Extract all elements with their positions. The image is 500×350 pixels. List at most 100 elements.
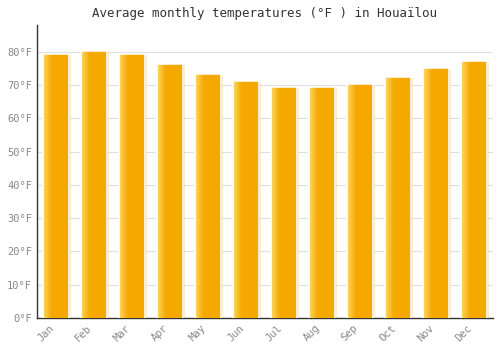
Bar	[369, 85, 370, 318]
Bar	[355, 85, 356, 318]
Bar	[278, 89, 279, 318]
Bar	[208, 75, 209, 318]
Bar	[58, 55, 59, 318]
Bar	[428, 69, 429, 318]
Bar	[196, 75, 197, 318]
Bar	[387, 78, 388, 318]
Bar	[44, 55, 45, 318]
Bar	[101, 52, 102, 318]
Bar	[199, 75, 200, 318]
Bar	[233, 82, 234, 318]
Bar	[139, 55, 140, 318]
Bar	[122, 55, 123, 318]
Bar	[431, 69, 432, 318]
Bar	[251, 82, 252, 318]
Bar	[238, 82, 239, 318]
Bar	[92, 52, 93, 318]
Bar	[66, 55, 67, 318]
Bar	[326, 89, 327, 318]
Bar	[48, 55, 50, 318]
Bar	[212, 75, 213, 318]
Bar	[285, 89, 286, 318]
Bar	[287, 89, 288, 318]
Bar	[272, 89, 273, 318]
Bar	[470, 62, 471, 318]
Bar	[131, 55, 132, 318]
Bar	[316, 89, 317, 318]
Bar	[393, 78, 394, 318]
Bar	[54, 55, 55, 318]
Bar	[271, 89, 272, 318]
Bar	[103, 52, 104, 318]
Bar	[389, 78, 390, 318]
Bar	[134, 55, 135, 318]
Bar	[237, 82, 238, 318]
Bar	[61, 55, 62, 318]
Bar	[398, 78, 400, 318]
Bar	[246, 82, 247, 318]
Bar	[334, 89, 335, 318]
Bar	[206, 75, 208, 318]
Bar	[325, 89, 326, 318]
Bar	[291, 89, 292, 318]
Bar	[242, 82, 244, 318]
Bar	[424, 69, 425, 318]
Bar	[200, 75, 201, 318]
Bar	[386, 78, 387, 318]
Bar	[392, 78, 393, 318]
Bar	[202, 75, 203, 318]
Bar	[59, 55, 60, 318]
Bar	[94, 52, 95, 318]
Bar	[426, 69, 427, 318]
Bar	[179, 65, 180, 318]
Bar	[158, 65, 159, 318]
Bar	[288, 89, 289, 318]
Bar	[244, 82, 246, 318]
Bar	[313, 89, 314, 318]
Bar	[370, 85, 371, 318]
Bar	[97, 52, 98, 318]
Bar	[160, 65, 161, 318]
Bar	[56, 55, 57, 318]
Bar	[462, 62, 463, 318]
Bar	[353, 85, 354, 318]
Bar	[483, 62, 484, 318]
Bar	[121, 55, 122, 318]
Bar	[81, 52, 82, 318]
Bar	[354, 85, 355, 318]
Bar	[315, 89, 316, 318]
Bar	[274, 89, 275, 318]
Bar	[253, 82, 254, 318]
Bar	[102, 52, 103, 318]
Bar	[177, 65, 178, 318]
Bar	[277, 89, 278, 318]
Bar	[239, 82, 240, 318]
Bar	[295, 89, 296, 318]
Bar	[443, 69, 444, 318]
Bar	[434, 69, 436, 318]
Bar	[273, 89, 274, 318]
Bar	[133, 55, 134, 318]
Bar	[163, 65, 164, 318]
Bar	[327, 89, 328, 318]
Bar	[85, 52, 86, 318]
Bar	[371, 85, 372, 318]
Bar	[318, 89, 320, 318]
Bar	[436, 69, 438, 318]
Bar	[358, 85, 360, 318]
Bar	[170, 65, 171, 318]
Bar	[425, 69, 426, 318]
Bar	[83, 52, 84, 318]
Bar	[171, 65, 172, 318]
Bar	[120, 55, 121, 318]
Bar	[255, 82, 256, 318]
Bar	[254, 82, 255, 318]
Bar	[218, 75, 219, 318]
Bar	[331, 89, 332, 318]
Bar	[430, 69, 431, 318]
Bar	[438, 69, 440, 318]
Bar	[197, 75, 198, 318]
Bar	[309, 89, 310, 318]
Bar	[214, 75, 215, 318]
Bar	[90, 52, 92, 318]
